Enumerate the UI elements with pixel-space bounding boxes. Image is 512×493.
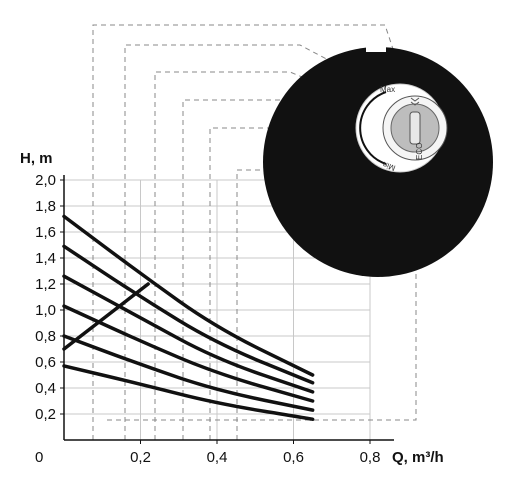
curve-3 [62, 274, 315, 394]
y-tick-label: 1,0 [35, 302, 56, 319]
y-tick-label: 2,0 [35, 172, 56, 189]
x-tick-label: 0,8 [360, 449, 381, 466]
dial-indicator-chevrons [410, 97, 420, 106]
curve-2 [62, 244, 315, 385]
y-tick-label: 0,6 [35, 354, 56, 371]
speed-selector-dial: Max Min ECO [263, 44, 493, 277]
y-tick-label: 1,6 [35, 224, 56, 241]
leader-line [92, 24, 401, 440]
x-tick-label: 0,6 [283, 449, 304, 466]
origin-label: 0 [35, 449, 43, 466]
y-tick-label: 1,8 [35, 198, 56, 215]
y-tick-label: 0,8 [35, 328, 56, 345]
leader-line [182, 99, 356, 440]
y-tick-label: 0,2 [35, 406, 56, 423]
x-tick-label: 0,4 [207, 449, 228, 466]
y-tick-label: 1,4 [35, 250, 56, 267]
dial-min-label: Min [381, 160, 396, 173]
y-axis-title: H, m [20, 150, 53, 167]
dial-max-label: Max [380, 85, 395, 94]
dial-scale-arc [359, 91, 387, 165]
pump-body-notch [366, 44, 386, 52]
x-tick-label: 0,2 [130, 449, 151, 466]
x-axis-title: Q, m³/h [392, 449, 444, 466]
limit-line [62, 282, 150, 351]
dial-knob-slot [409, 111, 421, 145]
curve-4 [62, 304, 315, 403]
curve-5 [62, 334, 315, 412]
axis-ticks: 0,2 0,4 0,6 0,8 1,0 1,2 1,4 1,6 1,8 2,0 0,2 0,4 0,6 0… [35, 172, 380, 466]
curve-6 [62, 364, 315, 421]
y-tick-label: 0,4 [35, 380, 56, 397]
curve-1 [62, 214, 315, 377]
leader-line [154, 71, 359, 440]
dial-eco-label: ECO [415, 143, 424, 160]
y-tick-label: 1,2 [35, 276, 56, 293]
performance-curves [62, 214, 315, 421]
